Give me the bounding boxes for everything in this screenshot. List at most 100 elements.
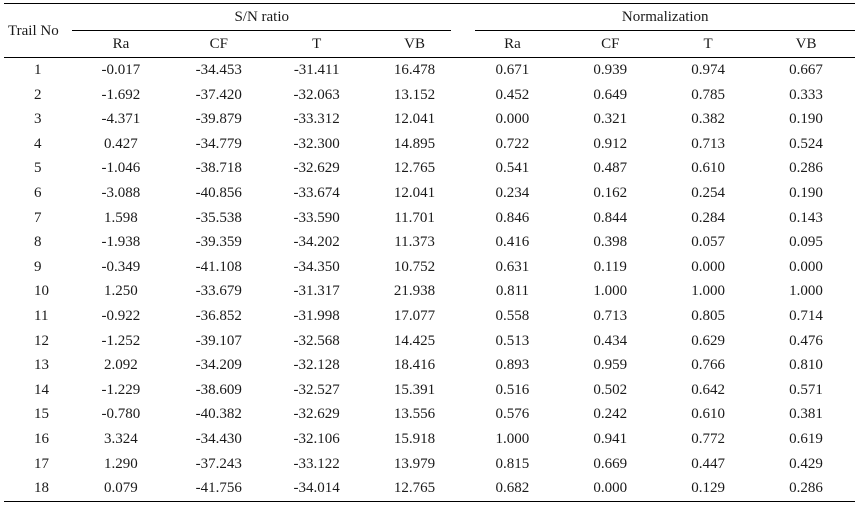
table-row: 8 -1.938 -39.359 -34.202 11.373 0.416 0.398 0.0… xyxy=(4,230,855,255)
table-cell: 0.619 xyxy=(789,430,823,447)
table-cell: 0.476 xyxy=(789,332,823,349)
trail-no-cell: 13 xyxy=(34,357,49,374)
table-row: 18 0.079 -41.756 -34.014 12.765 0.682 0.000 0.1… xyxy=(4,476,855,502)
table-cell: -39.359 xyxy=(195,234,242,251)
table-row: 1 -0.017 -34.453 -31.411 16.478 0.671 0.939 0.9… xyxy=(4,58,855,83)
table-cell: 0.434 xyxy=(593,332,628,349)
table-cell: -33.590 xyxy=(293,209,340,226)
trail-no-cell: 12 xyxy=(34,332,49,349)
table-cell: 0.502 xyxy=(593,381,628,398)
col-header-sn-cf: CF xyxy=(169,31,268,58)
table-cell: -33.679 xyxy=(195,283,242,300)
table-cell: 21.938 xyxy=(393,283,436,300)
table-body: 1 -0.017 -34.453 -31.411 16.478 0.671 0.939 0.9… xyxy=(4,58,855,502)
group-header-normalization-label: Normalization xyxy=(475,4,855,31)
trail-no-cell: 9 xyxy=(34,258,42,275)
table-cell: -34.779 xyxy=(195,135,242,152)
table-cell: -1.692 xyxy=(101,86,141,103)
table-cell: -34.209 xyxy=(195,357,242,374)
trail-no-cell: 10 xyxy=(34,283,49,300)
table-row: 10 1.250 -33.679 -31.317 21.938 0.811 1.000 1.0… xyxy=(4,279,855,304)
table-cell: 12.765 xyxy=(393,160,436,177)
table-cell: 1.290 xyxy=(104,455,138,472)
trail-no-cell: 6 xyxy=(34,184,42,201)
table-cell: -34.014 xyxy=(267,476,366,502)
table-cell: 0.576 xyxy=(495,406,530,423)
table-cell: 13.152 xyxy=(393,86,436,103)
table-cell: 0.844 xyxy=(593,209,628,226)
table-cell: -34.453 xyxy=(195,62,242,78)
col-header-norm-t: T xyxy=(659,31,758,58)
table-cell: -1.229 xyxy=(101,381,141,398)
table-cell: 0.143 xyxy=(789,209,823,226)
table-cell: 0.649 xyxy=(593,86,628,103)
table-cell: -4.371 xyxy=(101,111,141,128)
table-cell: 0.447 xyxy=(691,455,725,472)
table-cell: -33.674 xyxy=(293,184,340,201)
trail-no-cell: 14 xyxy=(34,381,49,398)
table-cell: 0.286 xyxy=(789,160,823,177)
table-cell: -36.852 xyxy=(195,307,242,324)
table-cell: 0.381 xyxy=(789,406,823,423)
trail-no-cell: 4 xyxy=(34,135,42,152)
col-header-norm-ra: Ra xyxy=(463,31,562,58)
table-cell: -38.718 xyxy=(195,160,242,177)
table-cell: 0.974 xyxy=(691,62,725,78)
table-cell: 0.516 xyxy=(495,381,530,398)
table-cell: -3.088 xyxy=(101,184,141,201)
table-cell: 0.234 xyxy=(495,184,530,201)
table-cell: 1.000 xyxy=(691,283,725,300)
table-cell: 0.242 xyxy=(593,406,628,423)
table-cell: 0.095 xyxy=(789,234,823,251)
table-cell: 0.912 xyxy=(593,135,628,152)
table-cell: 0.190 xyxy=(789,111,823,128)
trail-no-cell: 15 xyxy=(34,406,49,423)
trail-no-header: Trail No xyxy=(4,3,72,58)
table-cell: -31.998 xyxy=(293,307,340,324)
col-header-sn-ra: Ra xyxy=(71,31,170,58)
table-cell: 1.598 xyxy=(104,209,138,226)
table-cell: 0.254 xyxy=(691,184,725,201)
table-cell: 18.416 xyxy=(393,357,436,374)
table-cell: -1.252 xyxy=(101,332,141,349)
table-cell: 0.941 xyxy=(593,430,628,447)
table-cell: 0.766 xyxy=(691,357,725,374)
col-header-norm-cf: CF xyxy=(561,31,660,58)
table-cell: -1.046 xyxy=(101,160,141,177)
table-cell: 0.057 xyxy=(691,234,725,251)
table-cell: 11.373 xyxy=(394,234,435,251)
results-table: Trail No S/N ratio Normalization Ra CF T… xyxy=(4,3,855,502)
table-cell: 0.427 xyxy=(104,135,138,152)
table-cell: 0.000 xyxy=(561,476,660,502)
table-cell: 1.000 xyxy=(593,283,628,300)
table-cell: -0.349 xyxy=(101,258,141,275)
table-cell: -38.609 xyxy=(195,381,242,398)
table-cell: 0.321 xyxy=(593,111,628,128)
table-cell: -32.063 xyxy=(293,86,340,103)
table-cell: 13.556 xyxy=(393,406,436,423)
table-cell: -35.538 xyxy=(195,209,242,226)
group-header-normalization: Normalization xyxy=(463,3,855,31)
table-cell: 0.524 xyxy=(789,135,823,152)
trail-no-cell: 16 xyxy=(34,430,49,447)
group-header-sn-ratio-label: S/N ratio xyxy=(71,4,452,31)
table-cell: 0.667 xyxy=(789,62,823,78)
table-cell: 11.701 xyxy=(394,209,435,226)
table-cell: 0.571 xyxy=(789,381,823,398)
table-cell: -32.300 xyxy=(293,135,340,152)
col-header-sn-t: T xyxy=(267,31,366,58)
table-cell: 0.382 xyxy=(691,111,725,128)
table-cell: 0.629 xyxy=(691,332,725,349)
table-row: 6 -3.088 -40.856 -33.674 12.041 0.234 0.162 0.2… xyxy=(4,181,855,206)
table-cell: 0.669 xyxy=(593,455,628,472)
table-cell: 0.000 xyxy=(495,111,530,128)
table-cell: 15.391 xyxy=(393,381,436,398)
table-cell: -31.317 xyxy=(293,283,340,300)
table-cell: 0.772 xyxy=(691,430,725,447)
table-cell: -0.017 xyxy=(101,62,141,78)
table-cell: -40.856 xyxy=(195,184,242,201)
trail-no-cell: 3 xyxy=(34,111,42,128)
table-cell: -41.756 xyxy=(169,476,268,502)
table-row: 15 -0.780 -40.382 -32.629 13.556 0.576 0.242 0.… xyxy=(4,402,855,427)
